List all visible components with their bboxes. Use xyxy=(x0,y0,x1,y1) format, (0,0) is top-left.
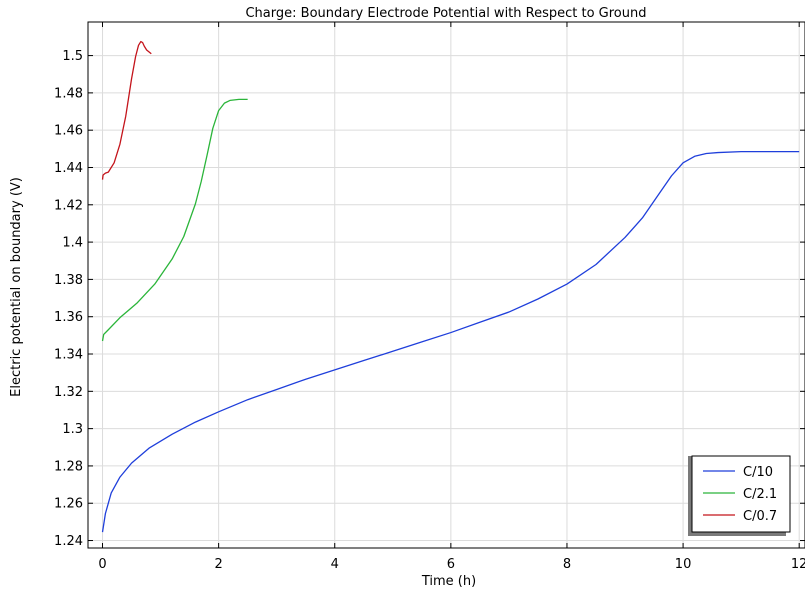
y-tick-label: 1.38 xyxy=(54,273,83,288)
x-tick-label: 8 xyxy=(563,557,571,572)
series-line-2 xyxy=(101,98,248,342)
x-tick-label: 12 xyxy=(791,557,805,572)
x-tick-label: 6 xyxy=(447,557,455,572)
x-tick-label: 10 xyxy=(675,557,692,572)
legend-label-1: C/10 xyxy=(743,465,773,480)
y-tick-label: 1.5 xyxy=(62,49,83,64)
grid xyxy=(88,22,805,548)
x-tick-label: 2 xyxy=(214,557,222,572)
x-tick-label: 0 xyxy=(98,557,106,572)
y-tick-label: 1.46 xyxy=(54,124,83,139)
plot-frame xyxy=(87,21,805,549)
y-tick-label: 1.48 xyxy=(54,86,83,101)
y-tick-label: 1.44 xyxy=(54,161,83,176)
y-tick-label: 1.4 xyxy=(62,236,83,251)
x-axis-label: Time (h) xyxy=(421,574,476,589)
y-tick-label: 1.24 xyxy=(54,534,83,549)
series-lines xyxy=(101,40,800,533)
tick-labels: 0 2 4 6 8 10 12 1.24 1.26 1.28 1.3 1.32 1.34 1.36 1.38… xyxy=(54,49,805,572)
x-tick-label: 4 xyxy=(331,557,339,572)
legend-label-3: C/0.7 xyxy=(743,509,777,524)
legend-box xyxy=(691,455,791,533)
chart-title: Charge: Boundary Electrode Potential wit… xyxy=(245,6,646,21)
y-tick-label: 1.34 xyxy=(54,348,83,363)
y-tick-label: 1.26 xyxy=(54,497,83,512)
ticks xyxy=(88,22,805,548)
y-axis-label: Electric potential on boundary (V) xyxy=(9,177,24,397)
series-line-3 xyxy=(101,40,152,180)
y-tick-label: 1.42 xyxy=(54,198,83,213)
y-tick-label: 1.36 xyxy=(54,310,83,325)
y-tick-label: 1.3 xyxy=(62,422,83,437)
legend: C/10 C/2.1 C/0.7 xyxy=(688,455,791,536)
legend-label-2: C/2.1 xyxy=(743,487,777,502)
y-tick-label: 1.32 xyxy=(54,385,83,400)
y-tick-label: 1.28 xyxy=(54,459,83,474)
series-line-1 xyxy=(101,150,800,533)
